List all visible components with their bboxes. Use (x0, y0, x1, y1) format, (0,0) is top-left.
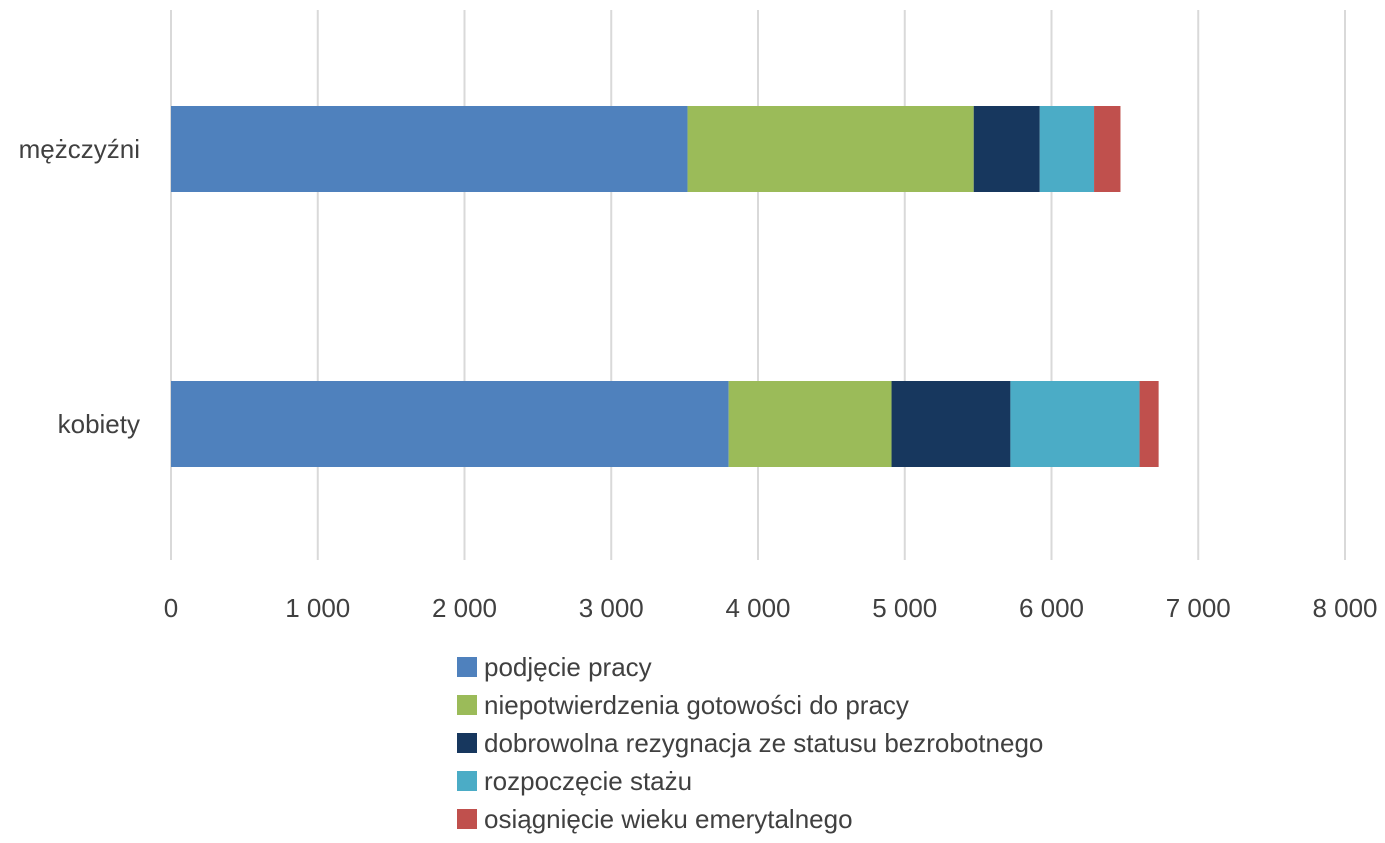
bar-segment (1010, 381, 1140, 467)
bar-segment (171, 106, 688, 192)
legend-swatch (457, 695, 477, 715)
x-tick-label: 4 000 (725, 593, 790, 623)
legend-label: podjęcie pracy (484, 651, 652, 682)
x-tick-label: 8 000 (1312, 593, 1377, 623)
legend-item: podjęcie pracy (457, 648, 1043, 686)
bar-segment (687, 106, 974, 192)
bar-segment (973, 106, 1040, 192)
legend-swatch (457, 733, 477, 753)
bar-segment (1039, 106, 1095, 192)
bar-segment (891, 381, 1011, 467)
bar-segment (1139, 381, 1159, 467)
stacked-bar-chart: mężczyźni kobiety 0 1 000 2 000 3 000 4 000 5 … (19, 10, 1378, 623)
bar-segment (1094, 106, 1121, 192)
legend-item: osiągnięcie wieku emerytalnego (457, 800, 1043, 838)
legend: podjęcie pracy niepotwierdzenia gotowości… (457, 648, 1043, 838)
legend-item: rozpoczęcie stażu (457, 762, 1043, 800)
bars (171, 106, 1159, 467)
x-tick-label: 6 000 (1019, 593, 1084, 623)
category-labels: mężczyźni kobiety (19, 134, 140, 439)
category-label: mężczyźni (19, 134, 140, 164)
legend-item: dobrowolna rezygnacja ze statusu bezrobo… (457, 724, 1043, 762)
legend-label: dobrowolna rezygnacja ze statusu bezrobo… (484, 727, 1044, 758)
legend-swatch (457, 771, 477, 791)
x-axis-tick-labels: 0 1 000 2 000 3 000 4 000 5 000 6 000 7 000 8 00… (164, 593, 1378, 623)
legend-label: osiągnięcie wieku emerytalnego (484, 803, 853, 834)
x-tick-label: 5 000 (872, 593, 937, 623)
x-tick-label: 3 000 (579, 593, 644, 623)
x-tick-label: 0 (164, 593, 178, 623)
legend-label: rozpoczęcie stażu (484, 765, 693, 796)
legend-swatch (457, 657, 477, 677)
legend-item: niepotwierdzenia gotowości do pracy (457, 686, 1043, 724)
legend-swatch (457, 809, 477, 829)
gridlines (170, 10, 1346, 560)
x-tick-label: 2 000 (432, 593, 497, 623)
bar-segment (171, 381, 729, 467)
legend-label: niepotwierdzenia gotowości do pracy (484, 689, 909, 720)
x-tick-label: 7 000 (1166, 593, 1231, 623)
x-tick-label: 1 000 (285, 593, 350, 623)
category-label: kobiety (58, 409, 140, 439)
bar-segment (728, 381, 892, 467)
